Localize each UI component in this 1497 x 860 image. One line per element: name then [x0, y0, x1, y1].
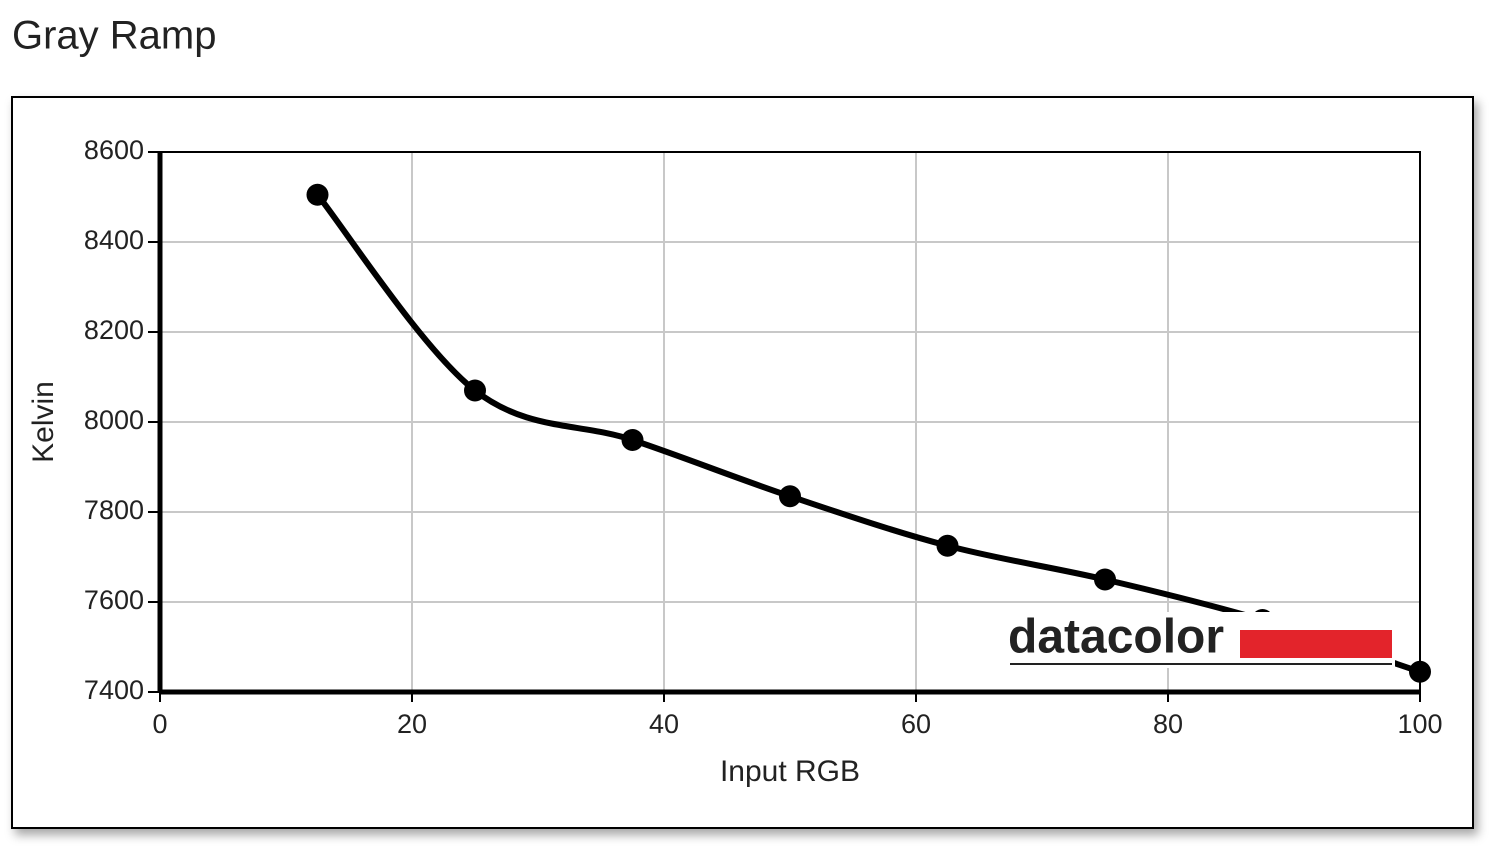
x-tick-label: 80 [1153, 709, 1183, 739]
x-axis-label: Input RGB [720, 755, 860, 788]
data-point [1094, 568, 1116, 591]
x-tick-label: 0 [152, 709, 167, 739]
y-tick-label: 8600 [84, 135, 144, 165]
data-point [621, 429, 644, 451]
data-point [1409, 660, 1431, 683]
y-tick-label: 8400 [84, 225, 144, 255]
plot-area: 7400 7600 7800 8000 8200 8400 8600 0 20 40 60 80 100… [84, 135, 1443, 739]
x-tick-label: 60 [901, 709, 931, 739]
y-tick-label: 8200 [84, 315, 144, 345]
y-tick-label: 8000 [84, 405, 144, 435]
data-point [306, 183, 329, 206]
y-tick-label: 7800 [84, 495, 144, 525]
x-tick-label: 100 [1397, 709, 1442, 739]
data-point [779, 485, 801, 508]
page-title: Gray Ramp [12, 14, 217, 58]
logo-text: datacolor [1008, 611, 1224, 664]
data-point [936, 534, 959, 557]
data-point [464, 379, 486, 402]
y-tick-label: 7400 [84, 675, 144, 705]
logo-bar [1240, 630, 1392, 658]
x-tick-label: 40 [649, 709, 679, 739]
y-axis-label: Kelvin [27, 381, 60, 463]
chart-frame [11, 96, 1474, 829]
y-tick-label: 7600 [84, 585, 144, 615]
x-tick-label: 20 [397, 709, 427, 739]
